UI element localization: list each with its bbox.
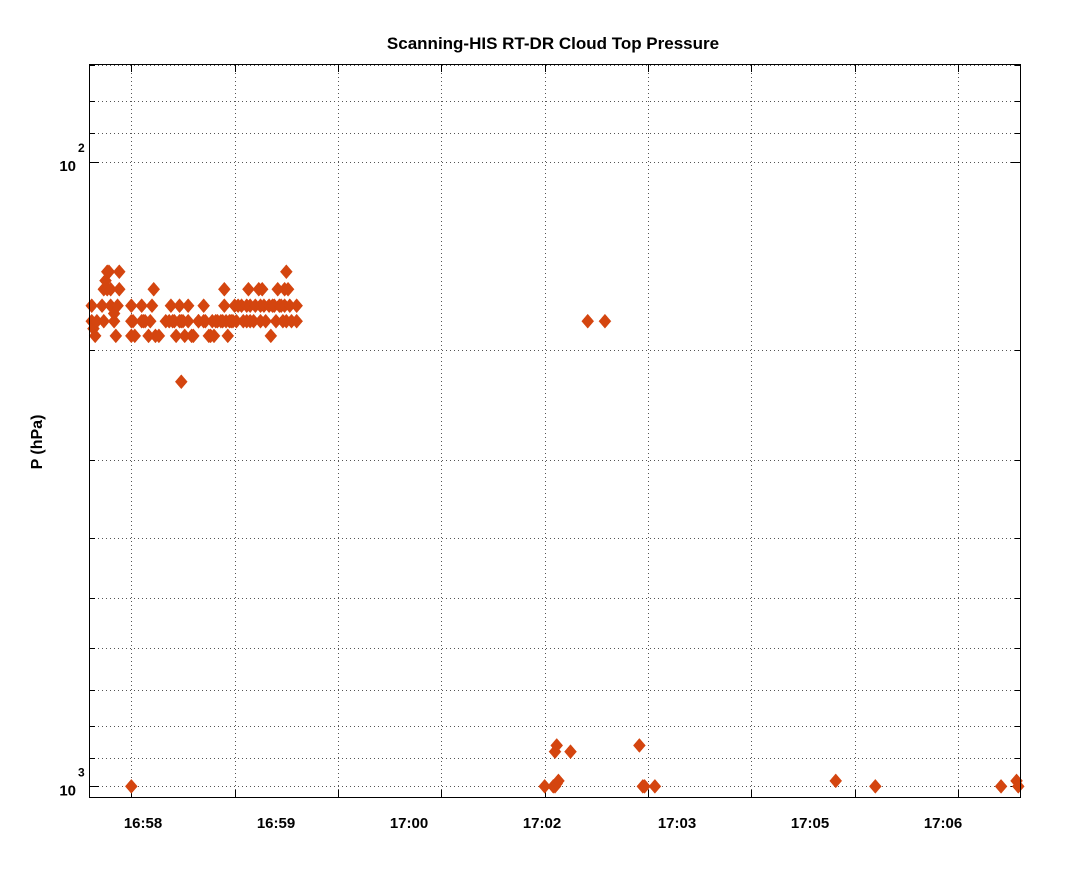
data-point (102, 264, 116, 280)
data-point (181, 298, 195, 314)
data-point (538, 778, 551, 794)
data-point (107, 313, 121, 329)
data-point (290, 298, 303, 314)
tick-labels: 16:58 16:59 17:00 17:02 17:03 17:05 17:0610210… (59, 141, 962, 832)
data-point (88, 328, 102, 344)
data-point (259, 313, 272, 329)
grid-lines (90, 65, 1020, 797)
data-point (152, 328, 166, 344)
data-point (174, 374, 188, 390)
data-point (187, 328, 200, 344)
axis-ticks (90, 65, 1020, 797)
data-point (264, 328, 278, 344)
data-point (173, 298, 186, 314)
data-point (218, 281, 231, 297)
data-point (633, 738, 646, 753)
data-point (125, 298, 138, 314)
data-point (147, 281, 161, 297)
data-point (638, 778, 651, 794)
x-tick-label: 16:59 (257, 815, 295, 832)
x-tick-label: 16:58 (124, 815, 162, 832)
data-point (564, 744, 577, 760)
data-point (280, 264, 293, 280)
data-point (164, 298, 178, 314)
y-tick-exponent: 3 (78, 765, 85, 779)
data-point (994, 778, 1008, 794)
data-points (85, 264, 1025, 794)
x-tick-label: 17:02 (523, 815, 561, 832)
x-tick-label: 17:03 (658, 815, 696, 832)
x-tick-label: 17:06 (924, 815, 962, 832)
data-point (126, 313, 140, 329)
data-point (552, 773, 565, 789)
data-point (145, 298, 159, 314)
y-tick-exponent: 2 (78, 141, 85, 155)
data-point (111, 298, 124, 314)
data-point (869, 778, 882, 794)
data-point (95, 298, 109, 314)
data-point (255, 281, 269, 297)
data-point (112, 264, 126, 280)
data-point (1011, 778, 1025, 794)
plot-frame (89, 64, 1021, 798)
y-axis-label: P (hPa) (29, 415, 46, 470)
data-point (581, 313, 595, 329)
data-point (125, 778, 138, 794)
y-tick-label: 10 (59, 158, 76, 175)
data-point (135, 298, 148, 314)
data-point (128, 328, 142, 344)
x-tick-label: 17:00 (390, 815, 428, 832)
data-point (598, 313, 612, 329)
data-point (218, 298, 231, 314)
data-point (648, 778, 662, 794)
data-point (104, 281, 117, 297)
data-point (197, 298, 210, 314)
data-point (242, 281, 255, 297)
data-point (290, 313, 303, 329)
data-point (97, 313, 111, 329)
data-point (112, 281, 126, 297)
data-point (181, 313, 195, 329)
data-point (143, 313, 157, 329)
data-point (207, 328, 221, 344)
data-point (829, 773, 843, 789)
y-tick-label: 10 (59, 782, 76, 799)
data-point (281, 281, 295, 297)
data-point (109, 328, 123, 344)
data-point (85, 298, 99, 314)
data-point (550, 738, 564, 753)
data-point (221, 328, 235, 344)
data-point (169, 328, 183, 344)
chart-title: Scanning-HIS RT-DR Cloud Top Pressure (387, 34, 719, 53)
x-tick-label: 17:05 (791, 815, 829, 832)
